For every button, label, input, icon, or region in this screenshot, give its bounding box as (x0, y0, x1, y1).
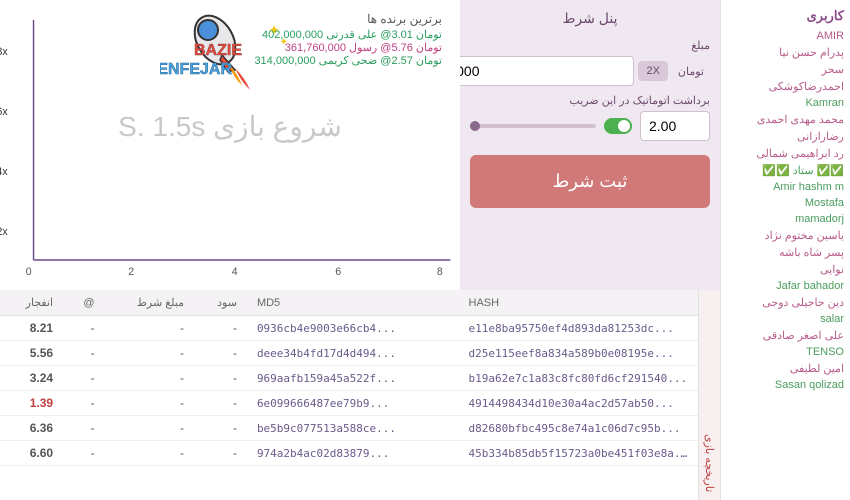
history-table: انفجار@مبلغ شرطسودMD5HASH 8.21---0936cb4… (0, 290, 698, 466)
user-item[interactable]: TENSO (727, 344, 844, 360)
user-item[interactable]: امین لطیفی (727, 360, 844, 377)
table-row: 1.39---6e099666487ee79b9...4914498434d10… (0, 391, 698, 416)
svg-text:0: 0 (26, 266, 32, 278)
amount-label: مبلغ (470, 39, 710, 52)
svg-text:2: 2 (128, 266, 134, 278)
table-row: 6.60---974a2b4ac02d83879...45b334b85db5f… (0, 441, 698, 466)
chart-area: BAZIE ENFEJAR ✦ ✦ برترین برنده ها تومان … (0, 0, 460, 290)
svg-text:6: 6 (335, 266, 341, 278)
svg-text:1.8x: 1.8x (0, 46, 8, 58)
winner-line: تومان 2.57@ ضحی کریمی 314,000,000 (254, 54, 442, 67)
history-tab[interactable]: تاریخچه بازی (698, 290, 720, 500)
user-item[interactable]: mamadorj (727, 211, 844, 227)
user-item[interactable]: یاسین مختوم نژاد (727, 227, 844, 244)
auto-cashout-label: برداشت اتوماتیک در این ضریب (470, 94, 710, 107)
winners-title: برترین برنده ها (254, 12, 442, 26)
table-row: 5.56---deee34b4fd17d4d494...d25e115eef8a… (0, 341, 698, 366)
user-item[interactable]: ✅✅ ستاد ✅✅ (727, 162, 844, 179)
winner-line: تومان 5.76@ رسول 361,760,000 (254, 41, 442, 54)
user-item[interactable]: Mostafa (727, 195, 844, 211)
svg-text:1.2x: 1.2x (0, 226, 8, 238)
table-header: سود (194, 290, 247, 316)
user-item[interactable]: Kamran (727, 95, 844, 111)
user-item[interactable]: پسر شاه باشه (727, 244, 844, 261)
user-item[interactable]: احمدرضاکوشکی (727, 78, 844, 95)
user-item[interactable]: علی اصغر صادقی (727, 327, 844, 344)
user-item[interactable]: Sasan qolizad (727, 377, 844, 393)
svg-text:1.6x: 1.6x (0, 106, 8, 118)
svg-text:4: 4 (232, 266, 238, 278)
table-header: انفجار (0, 290, 63, 316)
user-item[interactable]: سحر (727, 61, 844, 78)
user-item[interactable]: AMIR (727, 28, 844, 44)
table-header: MD5 (247, 290, 459, 316)
table-header: HASH (459, 290, 698, 316)
bet-panel: پنل شرط مبلغ تومان 2X برداشت اتوماتیک در… (460, 0, 720, 290)
auto-cashout-input[interactable] (640, 111, 710, 141)
svg-text:1.4x: 1.4x (0, 166, 8, 178)
table-row: 3.24---969aafb159a45a522f...b19a62e7c1a8… (0, 366, 698, 391)
table-header: @ (63, 290, 104, 316)
table-row: 6.36---be5b9c077513a588ce...d82680bfbc49… (0, 416, 698, 441)
top-winners: برترین برنده ها تومان 3.01@ علی قدرتی 40… (254, 12, 442, 67)
user-item[interactable]: دین حاجیلی دوجی (727, 294, 844, 311)
double-button[interactable]: 2X (638, 61, 667, 81)
place-bet-button[interactable]: ثبت شرط (470, 155, 710, 208)
user-item[interactable]: نوایی (727, 261, 844, 278)
user-item[interactable]: salar (727, 311, 844, 327)
user-item[interactable]: رد ابراهیمی شمالی (727, 145, 844, 162)
auto-slider[interactable] (470, 124, 596, 128)
svg-text:BAZIE: BAZIE (194, 42, 242, 59)
table-row: 8.21---0936cb4e9003e66cb4...e11e8ba95750… (0, 316, 698, 341)
sidebar-title: کاربری (727, 8, 844, 24)
user-item[interactable]: رضارازانی (727, 128, 844, 145)
unit-label: تومان (672, 65, 710, 78)
user-item[interactable]: محمد مهدی احمدی (727, 111, 844, 128)
svg-text:8: 8 (437, 266, 443, 278)
table-header: مبلغ شرط (105, 290, 194, 316)
amount-input[interactable] (435, 56, 634, 86)
svg-text:ENFEJAR: ENFEJAR (160, 61, 232, 78)
user-item[interactable]: Jafar bahador (727, 278, 844, 294)
user-item[interactable]: Amir hashm m (727, 179, 844, 195)
panel-title: پنل شرط (470, 10, 710, 27)
auto-toggle[interactable] (604, 118, 632, 134)
winner-line: تومان 3.01@ علی قدرتی 402,000,000 (254, 28, 442, 41)
users-sidebar: کاربری AMIRپدرام حسن نیاسحراحمدرضاکوشکیK… (720, 0, 850, 500)
user-item[interactable]: پدرام حسن نیا (727, 44, 844, 61)
